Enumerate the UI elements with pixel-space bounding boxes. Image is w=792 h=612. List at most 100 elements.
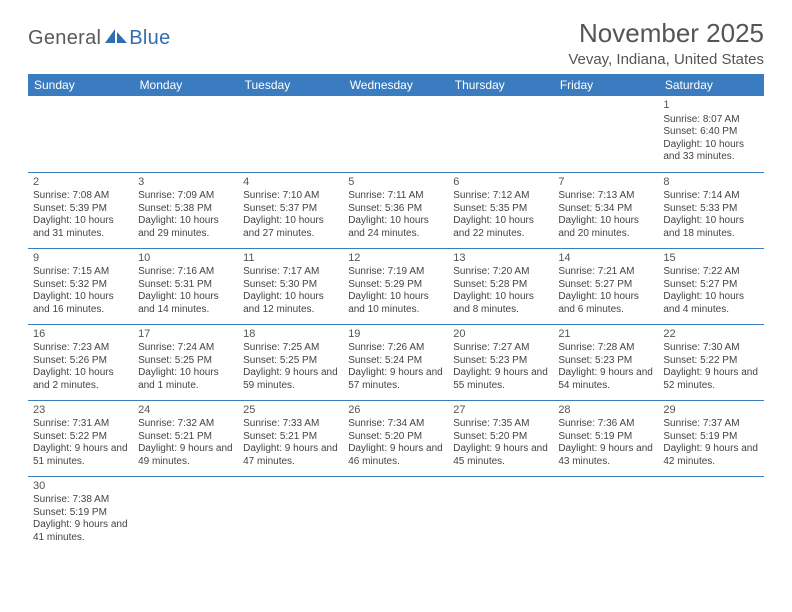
day-number: 21 — [558, 328, 653, 342]
calendar-empty-cell — [28, 96, 133, 172]
sunset-text: Sunset: 5:32 PM — [33, 279, 128, 292]
daylight-text: Daylight: 10 hours and 22 minutes. — [453, 215, 548, 240]
calendar-day-cell: 2Sunrise: 7:08 AMSunset: 5:39 PMDaylight… — [28, 172, 133, 248]
daylight-text: Daylight: 10 hours and 1 minute. — [138, 367, 233, 392]
day-number: 7 — [558, 176, 653, 190]
calendar-day-cell: 9Sunrise: 7:15 AMSunset: 5:32 PMDaylight… — [28, 248, 133, 324]
calendar-day-cell: 4Sunrise: 7:10 AMSunset: 5:37 PMDaylight… — [238, 172, 343, 248]
calendar-day-cell: 25Sunrise: 7:33 AMSunset: 5:21 PMDayligh… — [238, 400, 343, 476]
sunset-text: Sunset: 5:36 PM — [348, 203, 443, 216]
logo-word-2: Blue — [129, 27, 170, 50]
sunset-text: Sunset: 5:26 PM — [33, 355, 128, 368]
sunset-text: Sunset: 5:34 PM — [558, 203, 653, 216]
calendar-empty-cell — [133, 476, 238, 552]
sunrise-text: Sunrise: 7:13 AM — [558, 190, 653, 203]
month-title: November 2025 — [568, 18, 764, 49]
day-number: 25 — [243, 404, 338, 418]
sunset-text: Sunset: 5:21 PM — [138, 431, 233, 444]
dow-saturday: Saturday — [658, 74, 763, 96]
sunrise-text: Sunrise: 7:35 AM — [453, 418, 548, 431]
calendar-day-cell: 28Sunrise: 7:36 AMSunset: 5:19 PMDayligh… — [553, 400, 658, 476]
calendar-day-cell: 24Sunrise: 7:32 AMSunset: 5:21 PMDayligh… — [133, 400, 238, 476]
calendar-empty-cell — [448, 476, 553, 552]
day-number: 28 — [558, 404, 653, 418]
sunrise-text: Sunrise: 7:25 AM — [243, 342, 338, 355]
calendar-empty-cell — [133, 96, 238, 172]
daylight-text: Daylight: 10 hours and 27 minutes. — [243, 215, 338, 240]
day-number: 11 — [243, 252, 338, 266]
sunrise-text: Sunrise: 7:08 AM — [33, 190, 128, 203]
sunrise-text: Sunrise: 7:12 AM — [453, 190, 548, 203]
dow-wednesday: Wednesday — [343, 74, 448, 96]
sunrise-text: Sunrise: 7:19 AM — [348, 266, 443, 279]
sunrise-text: Sunrise: 7:20 AM — [453, 266, 548, 279]
daylight-text: Daylight: 9 hours and 51 minutes. — [33, 443, 128, 468]
sunset-text: Sunset: 5:19 PM — [33, 507, 128, 520]
calendar-empty-cell — [448, 96, 553, 172]
sunrise-text: Sunrise: 7:34 AM — [348, 418, 443, 431]
calendar-day-cell: 10Sunrise: 7:16 AMSunset: 5:31 PMDayligh… — [133, 248, 238, 324]
sunset-text: Sunset: 5:30 PM — [243, 279, 338, 292]
calendar-week-row: 23Sunrise: 7:31 AMSunset: 5:22 PMDayligh… — [28, 400, 764, 476]
day-number: 4 — [243, 176, 338, 190]
daylight-text: Daylight: 9 hours and 46 minutes. — [348, 443, 443, 468]
calendar-day-cell: 17Sunrise: 7:24 AMSunset: 5:25 PMDayligh… — [133, 324, 238, 400]
daylight-text: Daylight: 9 hours and 52 minutes. — [663, 367, 758, 392]
sunrise-text: Sunrise: 7:16 AM — [138, 266, 233, 279]
daylight-text: Daylight: 9 hours and 42 minutes. — [663, 443, 758, 468]
dow-friday: Friday — [553, 74, 658, 96]
daylight-text: Daylight: 9 hours and 43 minutes. — [558, 443, 653, 468]
sunrise-text: Sunrise: 7:38 AM — [33, 494, 128, 507]
calendar-day-cell: 20Sunrise: 7:27 AMSunset: 5:23 PMDayligh… — [448, 324, 553, 400]
sunrise-text: Sunrise: 7:21 AM — [558, 266, 653, 279]
day-number: 20 — [453, 328, 548, 342]
title-block: November 2025 Vevay, Indiana, United Sta… — [568, 18, 764, 68]
sunrise-text: Sunrise: 7:30 AM — [663, 342, 758, 355]
daylight-text: Daylight: 9 hours and 54 minutes. — [558, 367, 653, 392]
sunset-text: Sunset: 5:25 PM — [243, 355, 338, 368]
sunrise-text: Sunrise: 7:14 AM — [663, 190, 758, 203]
sunset-text: Sunset: 5:38 PM — [138, 203, 233, 216]
day-number: 9 — [33, 252, 128, 266]
sunset-text: Sunset: 5:35 PM — [453, 203, 548, 216]
daylight-text: Daylight: 10 hours and 2 minutes. — [33, 367, 128, 392]
daylight-text: Daylight: 9 hours and 59 minutes. — [243, 367, 338, 392]
day-number: 5 — [348, 176, 443, 190]
calendar-day-cell: 7Sunrise: 7:13 AMSunset: 5:34 PMDaylight… — [553, 172, 658, 248]
sunrise-text: Sunrise: 7:28 AM — [558, 342, 653, 355]
sunrise-text: Sunrise: 7:10 AM — [243, 190, 338, 203]
calendar-day-cell: 12Sunrise: 7:19 AMSunset: 5:29 PMDayligh… — [343, 248, 448, 324]
sunrise-text: Sunrise: 7:26 AM — [348, 342, 443, 355]
calendar-empty-cell — [343, 476, 448, 552]
calendar-day-cell: 29Sunrise: 7:37 AMSunset: 5:19 PMDayligh… — [658, 400, 763, 476]
calendar-day-cell: 22Sunrise: 7:30 AMSunset: 5:22 PMDayligh… — [658, 324, 763, 400]
sunrise-text: Sunrise: 7:32 AM — [138, 418, 233, 431]
dow-monday: Monday — [133, 74, 238, 96]
sunset-text: Sunset: 5:28 PM — [453, 279, 548, 292]
calendar-day-cell: 13Sunrise: 7:20 AMSunset: 5:28 PMDayligh… — [448, 248, 553, 324]
logo-sail-icon — [103, 26, 129, 51]
day-number: 26 — [348, 404, 443, 418]
calendar-day-cell: 16Sunrise: 7:23 AMSunset: 5:26 PMDayligh… — [28, 324, 133, 400]
daylight-text: Daylight: 9 hours and 47 minutes. — [243, 443, 338, 468]
calendar-week-row: 16Sunrise: 7:23 AMSunset: 5:26 PMDayligh… — [28, 324, 764, 400]
calendar-day-cell: 30Sunrise: 7:38 AMSunset: 5:19 PMDayligh… — [28, 476, 133, 552]
day-number: 1 — [663, 99, 758, 113]
sunrise-text: Sunrise: 8:07 AM — [663, 114, 758, 127]
sunset-text: Sunset: 5:27 PM — [663, 279, 758, 292]
sunrise-text: Sunrise: 7:22 AM — [663, 266, 758, 279]
day-number: 3 — [138, 176, 233, 190]
calendar-week-row: 1Sunrise: 8:07 AMSunset: 6:40 PMDaylight… — [28, 96, 764, 172]
daylight-text: Daylight: 10 hours and 29 minutes. — [138, 215, 233, 240]
daylight-text: Daylight: 10 hours and 6 minutes. — [558, 291, 653, 316]
day-number: 13 — [453, 252, 548, 266]
sunset-text: Sunset: 5:37 PM — [243, 203, 338, 216]
sunset-text: Sunset: 5:23 PM — [453, 355, 548, 368]
sunrise-text: Sunrise: 7:36 AM — [558, 418, 653, 431]
dow-tuesday: Tuesday — [238, 74, 343, 96]
sunrise-text: Sunrise: 7:17 AM — [243, 266, 338, 279]
day-number: 8 — [663, 176, 758, 190]
day-number: 23 — [33, 404, 128, 418]
daylight-text: Daylight: 10 hours and 10 minutes. — [348, 291, 443, 316]
day-number: 6 — [453, 176, 548, 190]
